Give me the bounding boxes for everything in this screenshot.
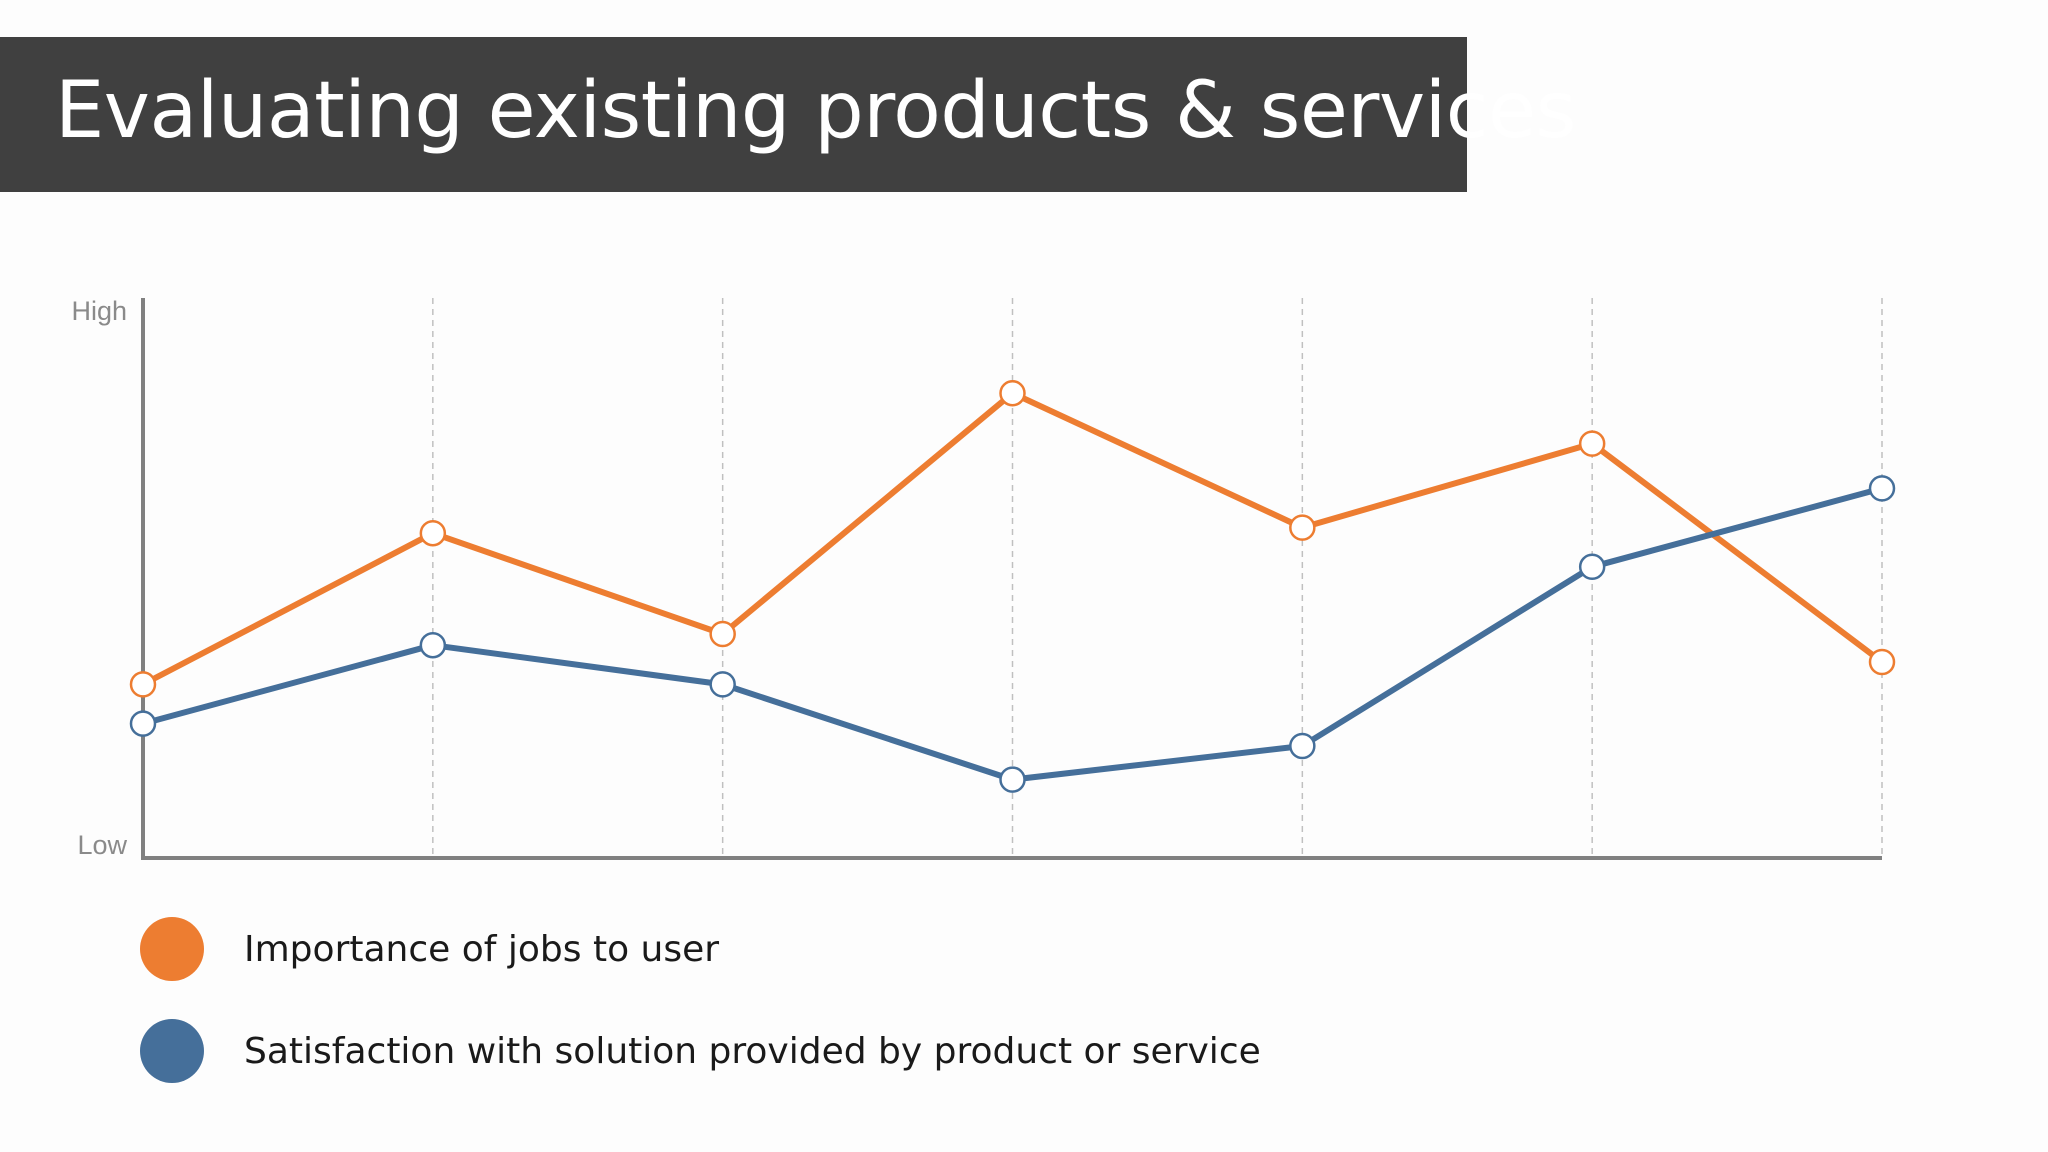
point-satisfaction-2 [419,631,447,659]
point-importance-4 [999,379,1026,407]
point-importance-2 [419,519,447,547]
legend-item-importance: Importance of jobs to user [140,915,1261,983]
point-satisfaction-1 [129,710,157,737]
point-importance-6 [1578,430,1606,457]
point-satisfaction-4 [999,766,1026,793]
y-axis-high-label: High [71,296,127,326]
point-importance-7 [1868,648,1896,676]
legend-swatch-satisfaction [140,1019,204,1083]
gridlines [432,298,1883,858]
point-satisfaction-7 [1868,475,1896,502]
axes: High Low [71,296,1882,860]
title-banner [0,37,1467,192]
point-satisfaction-6 [1578,553,1606,581]
legend-swatch-importance [140,917,204,981]
point-importance-5 [1289,514,1316,541]
point-importance-3 [709,620,736,648]
legend-item-satisfaction: Satisfaction with solution provided by p… [140,1017,1261,1085]
legend-label-satisfaction: Satisfaction with solution provided by p… [244,1030,1261,1072]
point-importance-1 [129,671,157,698]
point-satisfaction-3 [709,671,736,698]
legend-label-importance: Importance of jobs to user [244,928,720,970]
slide-title: Evaluating existing products & services [55,66,1576,156]
legend: Importance of jobs to user Satisfaction … [140,915,1261,1119]
y-axis-low-label: Low [77,830,127,860]
series-markers [129,379,1896,793]
point-satisfaction-5 [1289,732,1316,760]
